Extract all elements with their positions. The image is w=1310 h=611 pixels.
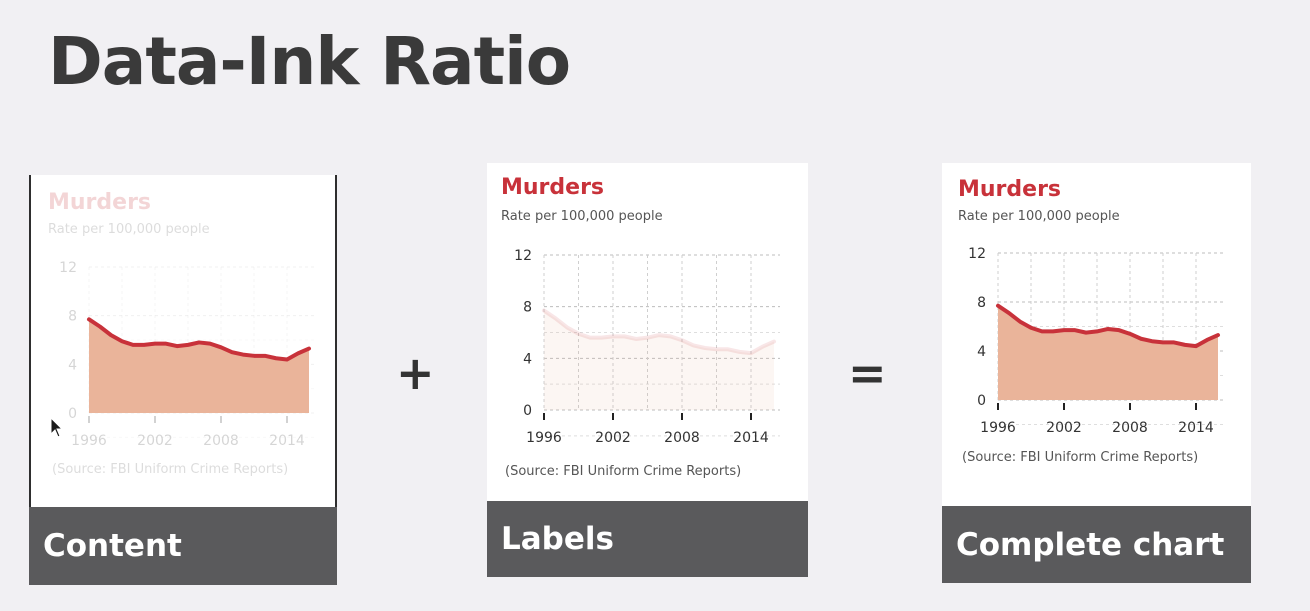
- chart-title: Murders: [958, 177, 1061, 202]
- series-line: [542, 308, 776, 356]
- y-tick-label: 12: [968, 246, 986, 262]
- panel-labels: Murders Rate per 100,000 people 0 4 8 12 1996 2…: [487, 163, 808, 577]
- chart-source: (Source: FBI Uniform Crime Reports): [52, 462, 288, 477]
- caption-label-labels: Labels: [501, 521, 614, 557]
- y-tick-label: 12: [59, 260, 77, 276]
- x-tick-label: 2014: [733, 430, 769, 446]
- x-tick-label: 2008: [1112, 420, 1148, 436]
- chart-card-content: Murders Rate per 100,000 people 0 4 8 12 1996 2…: [29, 175, 337, 507]
- caption-label-content: Content: [43, 528, 182, 564]
- chart-card-labels: Murders Rate per 100,000 people 0 4 8 12 1996 2…: [487, 163, 808, 501]
- chart-source: (Source: FBI Uniform Crime Reports): [505, 464, 741, 479]
- x-tick-label: 2002: [137, 433, 173, 449]
- caption-bar-complete: Complete chart: [942, 506, 1251, 583]
- equals-operator: =: [848, 346, 887, 400]
- series-area: [998, 305, 1218, 400]
- slide-title: Data-Ink Ratio: [48, 23, 571, 100]
- y-tick-label: 0: [68, 406, 77, 422]
- chart-complete: Murders Rate per 100,000 people 0 4 8 12 1996 2…: [958, 177, 1224, 465]
- x-tick-label: 1996: [980, 420, 1016, 436]
- y-tick-label: 8: [68, 309, 77, 325]
- x-tick-label: 2014: [1178, 420, 1214, 436]
- y-tick-label: 0: [523, 403, 532, 419]
- caption-label-complete: Complete chart: [956, 526, 1225, 563]
- x-tick-label: 2014: [269, 433, 305, 449]
- y-tick-label: 4: [68, 357, 77, 373]
- y-tick-label: 8: [523, 300, 532, 316]
- y-tick-label: 12: [514, 248, 532, 264]
- caption-bar-labels: Labels: [487, 501, 808, 577]
- chart-labels: Murders Rate per 100,000 people 0 4 8 12 1996 2…: [501, 175, 780, 479]
- x-tick-label: 1996: [71, 433, 107, 449]
- series-line: [996, 303, 1220, 349]
- series-area: [544, 310, 774, 410]
- chart-subtitle: Rate per 100,000 people: [48, 222, 210, 237]
- plus-operator: +: [396, 346, 435, 400]
- chart-subtitle: Rate per 100,000 people: [958, 209, 1120, 224]
- series-line: [87, 317, 311, 362]
- x-tick-label: 2008: [203, 433, 239, 449]
- chart-title: Murders: [48, 190, 151, 215]
- panel-content: Murders Rate per 100,000 people 0 4 8 12 1996 2…: [29, 175, 337, 585]
- y-tick-label: 8: [977, 295, 986, 311]
- chart-subtitle: Rate per 100,000 people: [501, 209, 663, 224]
- chart-source: (Source: FBI Uniform Crime Reports): [962, 450, 1198, 465]
- x-tick-label: 1996: [526, 430, 562, 446]
- y-tick-label: 4: [523, 351, 532, 367]
- x-tick-label: 2002: [1046, 420, 1082, 436]
- x-tick-label: 2008: [664, 430, 700, 446]
- chart-title: Murders: [501, 175, 604, 200]
- panel-complete: Murders Rate per 100,000 people 0 4 8 12 1996 2…: [942, 163, 1251, 583]
- caption-bar-content: Content: [29, 507, 337, 585]
- mouse-cursor-icon: [50, 417, 64, 438]
- y-tick-label: 0: [977, 393, 986, 409]
- chart-content: Murders Rate per 100,000 people 0 4 8 12 1996 2…: [48, 190, 315, 477]
- series-area: [89, 319, 309, 413]
- y-tick-label: 4: [977, 344, 986, 360]
- x-tick-label: 2002: [595, 430, 631, 446]
- chart-card-complete: Murders Rate per 100,000 people 0 4 8 12 1996 2…: [942, 163, 1251, 506]
